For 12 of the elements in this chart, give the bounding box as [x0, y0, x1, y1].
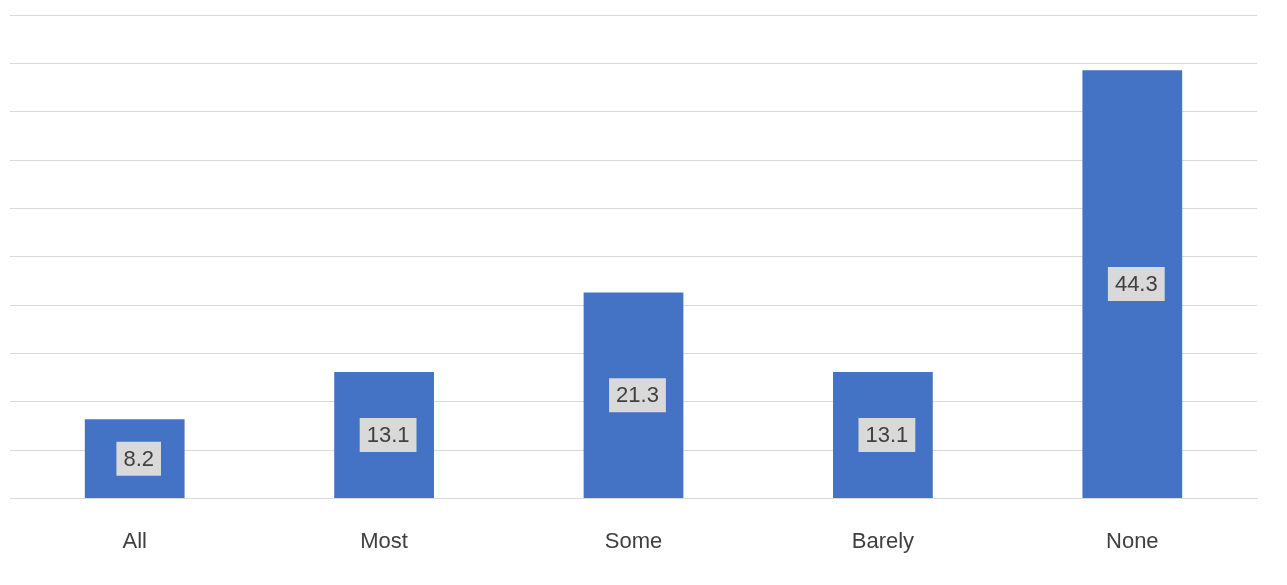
- data-label: 13.1: [366, 422, 410, 448]
- data-label: 8.2: [123, 445, 154, 471]
- x-tick-label: Barely: [851, 527, 915, 553]
- bar: [583, 292, 684, 499]
- x-tick-label: None: [1106, 527, 1159, 553]
- data-label: 21.3: [616, 382, 659, 408]
- data-label: 13.1: [865, 422, 909, 448]
- data-label: 44.3: [1114, 271, 1158, 297]
- x-tick-label: Most: [360, 527, 408, 553]
- x-tick-label: All: [122, 527, 147, 553]
- x-tick-label: Some: [604, 527, 663, 553]
- bar: [1082, 70, 1183, 499]
